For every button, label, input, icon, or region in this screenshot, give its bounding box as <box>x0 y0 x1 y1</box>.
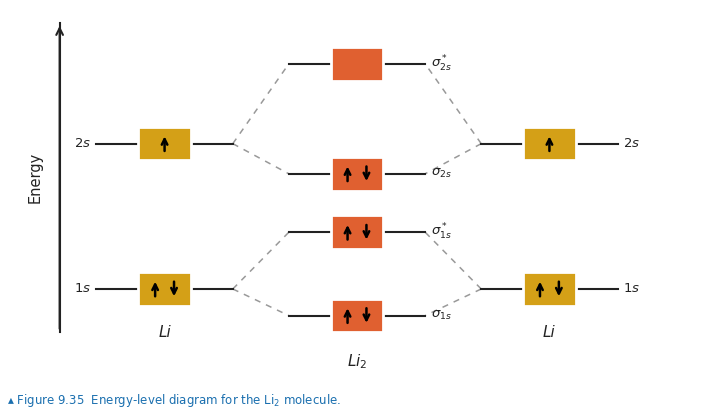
Text: Li: Li <box>159 325 171 340</box>
Bar <box>523 127 575 161</box>
Text: $\sigma^*_{2s}$: $\sigma^*_{2s}$ <box>431 54 452 74</box>
Text: $2s$: $2s$ <box>623 137 640 150</box>
Text: Li$_2$: Li$_2$ <box>347 352 367 371</box>
Bar <box>331 299 383 332</box>
Text: $\sigma^*_{1s}$: $\sigma^*_{1s}$ <box>431 222 452 242</box>
Bar <box>331 157 383 191</box>
Text: $\sigma_{2s}$: $\sigma_{2s}$ <box>431 167 452 180</box>
Bar <box>523 272 575 306</box>
Text: Li: Li <box>543 325 555 340</box>
Text: $1s$: $1s$ <box>623 282 640 296</box>
Bar <box>139 127 191 161</box>
Text: Energy: Energy <box>28 152 43 203</box>
Bar <box>331 47 383 81</box>
Text: $1s$: $1s$ <box>74 282 91 296</box>
Bar <box>139 272 191 306</box>
Bar <box>331 216 383 249</box>
Text: $\blacktriangle$ Figure 9.35  Energy-level diagram for the Li$_2$ molecule.: $\blacktriangle$ Figure 9.35 Energy-leve… <box>7 392 341 409</box>
Text: $2s$: $2s$ <box>74 137 91 150</box>
Text: $\sigma_{1s}$: $\sigma_{1s}$ <box>431 309 452 322</box>
